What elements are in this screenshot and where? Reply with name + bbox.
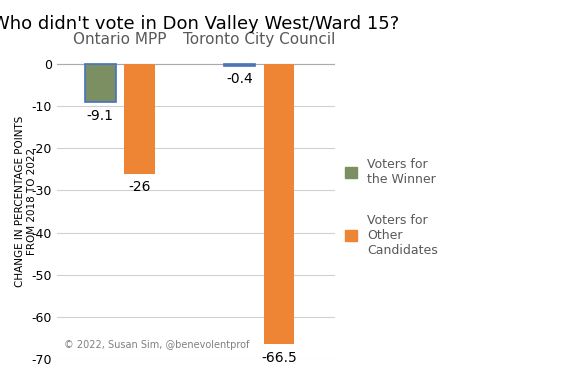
Text: Ontario MPP: Ontario MPP xyxy=(73,32,166,47)
Text: -0.4: -0.4 xyxy=(226,72,253,86)
Y-axis label: CHANGE IN PERCENTAGE POINTS
FROM 2018 TO 2022: CHANGE IN PERCENTAGE POINTS FROM 2018 TO… xyxy=(15,115,36,286)
Title: Who didn't vote in Don Valley West/Ward 15?: Who didn't vote in Don Valley West/Ward … xyxy=(0,15,400,33)
Bar xyxy=(85,64,115,102)
Text: © 2022, Susan Sim, @benevolentprof: © 2022, Susan Sim, @benevolentprof xyxy=(64,340,249,350)
Text: Toronto City Council: Toronto City Council xyxy=(183,32,336,47)
Bar xyxy=(224,64,255,66)
Text: -26: -26 xyxy=(128,180,151,194)
Legend: Voters for
the Winner, Voters for
Other
Candidates: Voters for the Winner, Voters for Other … xyxy=(345,158,438,257)
Bar xyxy=(124,64,154,173)
Text: -66.5: -66.5 xyxy=(261,351,296,364)
Text: -9.1: -9.1 xyxy=(87,108,114,123)
Bar xyxy=(264,64,294,344)
